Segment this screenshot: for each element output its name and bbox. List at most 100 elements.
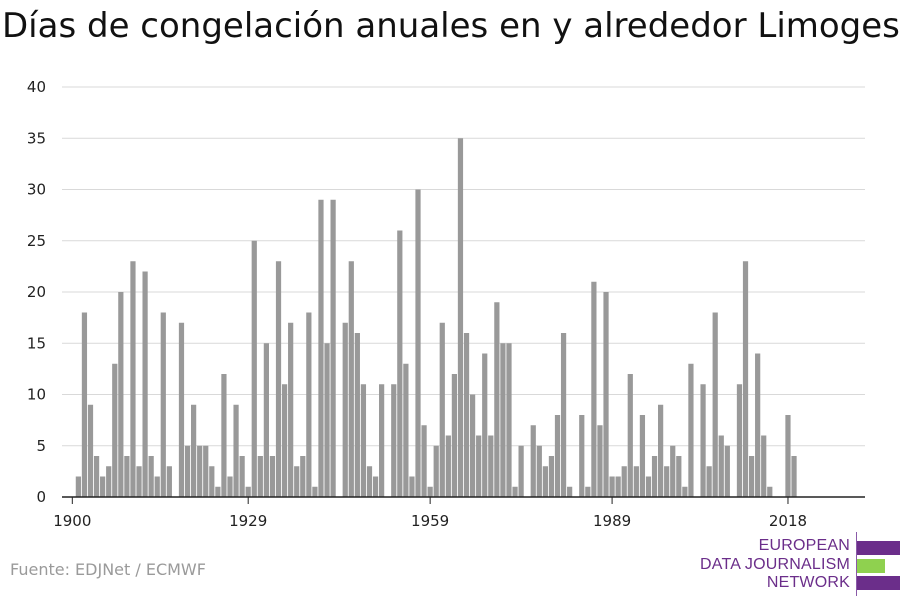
bar-1925: 1925: 12 <box>221 374 227 497</box>
bar-1946: 1946: 23 <box>348 261 354 497</box>
bar-1909: 1909: 4 <box>124 456 130 497</box>
bar-1935: 1935: 11 <box>281 384 288 497</box>
x-axis: 1900 1929 1959 1989 2018 <box>53 496 865 530</box>
source-note: Fuente: EDJNet / ECMWF <box>10 560 206 579</box>
bar-2010: 2010: 11 <box>736 384 743 497</box>
bar-1979: 1979: 4 <box>548 456 555 497</box>
bar-2004: 2004: 11 <box>700 384 706 497</box>
logo-line-network: NETWORK <box>766 574 850 591</box>
bar-1969: 1969: 6 <box>488 435 494 497</box>
bar-1921: 1921: 5 <box>197 445 203 497</box>
y-tick-label: 25 <box>27 232 46 250</box>
bar-1970: 1970: 19 <box>494 302 500 497</box>
y-tick-label: 35 <box>27 129 46 147</box>
bar-1906: 1906: 3 <box>106 466 112 497</box>
bar-1902: 1902: 18 <box>81 312 88 497</box>
bar-1913: 1913: 4 <box>148 456 154 497</box>
bar-2006: 2006: 18 <box>712 312 718 497</box>
bar-1924: 1924: 1 <box>215 486 221 497</box>
bar-1918: 1918: 17 <box>178 322 185 497</box>
bar-1939: 1939: 18 <box>306 312 312 497</box>
bar-2007: 2007: 6 <box>718 435 724 497</box>
bar-1963: 1963: 12 <box>451 374 458 497</box>
bar-1908: 1908: 20 <box>118 292 124 497</box>
bar-1949: 1949: 3 <box>366 466 373 497</box>
bar-1910: 1910: 23 <box>130 261 136 497</box>
bar-1987: 1987: 7 <box>597 425 603 497</box>
y-tick-label: 30 <box>27 181 46 199</box>
bar-1958: 1958: 7 <box>421 425 427 497</box>
bar-1973: 1973: 1 <box>512 486 518 497</box>
bar-1985: 1985: 1 <box>585 486 591 497</box>
bar-2005: 2005: 3 <box>706 466 712 497</box>
bar-1923: 1923: 3 <box>209 466 215 497</box>
y-tick-label: 40 <box>27 78 46 96</box>
bar-1905: 1905: 2 <box>100 476 106 497</box>
bar-2012: 2012: 4 <box>748 456 755 497</box>
bar-1991: 1991: 3 <box>621 466 627 497</box>
bar-2018: 2018: 8 <box>785 415 791 497</box>
bar-1992: 1992: 12 <box>627 374 633 497</box>
bar-1997: 1997: 9 <box>658 404 664 497</box>
bar-1966: 1966: 10 <box>469 394 476 497</box>
bar-1953: 1953: 11 <box>391 384 397 497</box>
bar-1930: 1930: 25 <box>251 240 257 497</box>
bar-1986: 1986: 21 <box>591 281 597 497</box>
logo-bar-middle <box>857 559 885 573</box>
bar-1959: 1959: 1 <box>427 486 433 497</box>
bar-1974: 1974: 5 <box>518 445 524 497</box>
bar-2002: 2002: 13 <box>688 363 694 497</box>
bar-1999: 1999: 5 <box>670 445 676 497</box>
edjnet-logo[interactable]: EUROPEAN DATA JOURNALISM NETWORK <box>700 532 900 596</box>
bar-1984: 1984: 8 <box>579 415 585 497</box>
y-axis-ticks: 0 5 10 15 20 25 30 35 40 <box>27 78 46 506</box>
bar-1928: 1928: 4 <box>239 456 245 497</box>
bar-1915: 1915: 18 <box>160 312 166 497</box>
bar-1955: 1955: 13 <box>403 363 409 497</box>
logo-text: EUROPEAN DATA JOURNALISM NETWORK <box>700 537 850 593</box>
bar-1938: 1938: 4 <box>300 456 306 497</box>
bar-1911: 1911: 3 <box>136 466 142 497</box>
bar-1995: 1995: 2 <box>645 476 652 497</box>
bar-1989: 1989: 2 <box>609 476 615 497</box>
bar-1968: 1968: 14 <box>482 353 488 497</box>
bar-1941: 1941: 29 <box>318 199 324 497</box>
bar-1990: 1990: 2 <box>615 476 621 497</box>
bar-2014: 2014: 6 <box>761 435 767 497</box>
y-tick-label: 15 <box>27 334 46 352</box>
bar-1998: 1998: 3 <box>664 466 670 497</box>
bar-2001: 2001: 1 <box>682 486 688 497</box>
bar-1922: 1922: 5 <box>203 445 209 497</box>
bar-1907: 1907: 13 <box>112 363 118 497</box>
bar-1901: 1901: 2 <box>75 476 81 497</box>
bar-1977: 1977: 5 <box>536 445 542 497</box>
bar-1960: 1960: 5 <box>433 445 439 497</box>
bar-1948: 1948: 11 <box>360 384 367 497</box>
bar-1920: 1920: 9 <box>191 404 197 497</box>
bar-1931: 1931: 4 <box>257 456 263 497</box>
bar-2000: 2000: 4 <box>676 456 682 497</box>
bar-1914: 1914: 2 <box>154 476 160 497</box>
bar-1950: 1950: 2 <box>372 476 379 497</box>
bar-1951: 1951: 11 <box>379 384 385 497</box>
bar-1916: 1916: 3 <box>166 466 172 497</box>
bar-2013: 2013: 14 <box>755 353 761 497</box>
bar-1994: 1994: 8 <box>639 415 646 497</box>
logo-line-european: EUROPEAN <box>758 537 850 554</box>
bar-1943: 1943: 29 <box>330 199 336 497</box>
bar-2008: 2008: 5 <box>724 445 730 497</box>
bars: 1901: 21902: 181903: 91904: 41905: 21906… <box>75 138 797 497</box>
bar-1942: 1942: 15 <box>324 343 330 497</box>
logo-bar-top <box>857 541 900 555</box>
chart-title: Días de congelación anuales en y alreded… <box>2 6 900 46</box>
bar-1982: 1982: 1 <box>567 486 573 497</box>
bar-2015: 2015: 1 <box>767 486 773 497</box>
y-tick-label: 0 <box>36 488 46 506</box>
logo-line-data-journalism: DATA JOURNALISM <box>700 555 850 573</box>
bar-1929: 1929: 1 <box>245 486 251 497</box>
bar-1947: 1947: 16 <box>354 333 360 497</box>
bar-1961: 1961: 17 <box>439 322 445 497</box>
bar-1972: 1972: 15 <box>506 343 512 497</box>
y-tick-label: 10 <box>27 386 46 404</box>
